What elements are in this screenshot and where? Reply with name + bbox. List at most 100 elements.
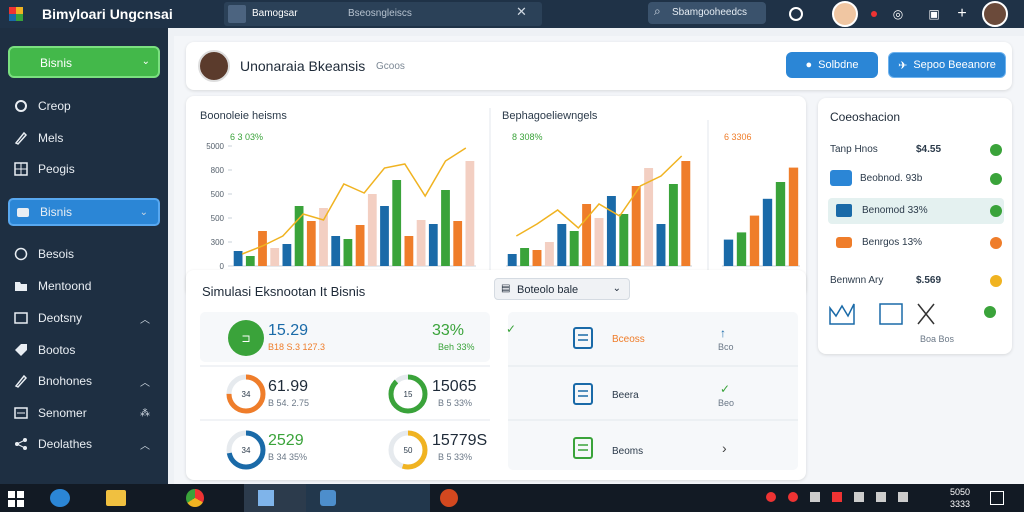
- close-tab-icon[interactable]: ✕: [516, 4, 527, 19]
- sim-gauge-2b-arc: [388, 374, 428, 414]
- sim-right-label-2: Beera: [612, 390, 639, 401]
- sim-gauge-3b-arc: [388, 430, 428, 470]
- chart1-bar: [441, 190, 450, 266]
- chart1-bar: [404, 236, 414, 266]
- chart1-y-tick: 0: [220, 262, 225, 271]
- chart2-bar: [582, 204, 592, 266]
- folder-icon[interactable]: [106, 490, 126, 506]
- tag-icon: [15, 344, 27, 356]
- status-check-icon: [990, 173, 1002, 185]
- charts-canvas: 500080050050030000306B033006030603060006…: [206, 108, 800, 284]
- chart2-trend-line: [515, 155, 683, 237]
- share-icon: [15, 438, 27, 450]
- sim-right-mark-2[interactable]: ✓: [720, 382, 731, 396]
- sim-right-sub-2: Beo: [718, 398, 735, 408]
- chart1-y-tick: 800: [211, 166, 225, 175]
- chart3-legend: 6 3306: [724, 132, 752, 142]
- sim-right-mark-1[interactable]: ↑: [720, 326, 726, 340]
- sim-row-3-value: 2529: [268, 432, 304, 449]
- sim-right-sub-1: Bco: [718, 342, 734, 352]
- chevron-up-icon: ︿: [140, 314, 150, 326]
- chart2-bar: [569, 231, 579, 266]
- chevron-up-icon: ︿: [140, 440, 150, 452]
- check-icon: ✓: [506, 322, 517, 336]
- chart3-bar: [762, 198, 773, 266]
- sidebar-item-creop[interactable]: Creop: [8, 92, 160, 120]
- tab-icon: [228, 5, 246, 23]
- browser-icon[interactable]: [50, 489, 70, 507]
- sim-right-mark-3[interactable]: ›: [722, 440, 727, 456]
- chart1-bar: [258, 231, 267, 266]
- bell-icon[interactable]: ◎: [892, 7, 904, 21]
- chart1-bar: [331, 236, 341, 266]
- simulation-dropdown[interactable]: ▤ Boteolo bale ⌄: [494, 278, 630, 300]
- taskbar-app[interactable]: [440, 489, 458, 507]
- chart3-bar: [788, 167, 799, 266]
- panel-row[interactable]: Beobnod. 93b: [828, 166, 1004, 192]
- sim-gauge-2a-arc: [226, 374, 266, 414]
- main-content: Unonaraia Bkeansis Gcoos ● Solbdne ✈ Sepoo…: [174, 36, 1024, 484]
- sim-row-2-pct: 15065: [432, 378, 477, 395]
- chart1-y-tick: 5000: [206, 142, 224, 151]
- tab-bar[interactable]: Bamogsar Bseosngleiscs ✕: [224, 2, 542, 26]
- sidebar-item-bootos[interactable]: Bootos: [8, 336, 160, 364]
- edit-icon: [14, 374, 28, 388]
- start-icon[interactable]: [8, 491, 24, 507]
- primary-button[interactable]: ● Solbdne: [786, 52, 878, 78]
- sim-row-1-pct-sub: Beh 33%: [438, 342, 475, 352]
- sim-row-3-pct: 15779S: [432, 432, 488, 449]
- chart2-bar: [557, 224, 567, 266]
- alert-icon[interactable]: [864, 4, 884, 24]
- bookmark-icon[interactable]: ▣: [928, 7, 940, 21]
- sidebar-item-deolathes[interactable]: Deolathes ︿: [8, 430, 160, 458]
- chart2-bar: [644, 168, 654, 266]
- sidebar-item-besois[interactable]: Besois: [8, 240, 160, 268]
- sidebar-item-bnohones[interactable]: Bnohones ︿: [8, 367, 160, 395]
- document-icon: [573, 327, 593, 349]
- secondary-button[interactable]: ✈ Sepoo Beeanore: [888, 52, 1006, 78]
- chrome-icon[interactable]: [186, 489, 204, 507]
- profile-avatar[interactable]: [982, 1, 1008, 27]
- sidebar-item-deotsny[interactable]: Deotsny ︿: [8, 304, 160, 332]
- panel-title: Coeoshacion: [830, 110, 901, 124]
- sim-right-label-1: Bceoss: [612, 334, 645, 345]
- status-check-icon: [990, 144, 1002, 156]
- sim-right-label-3: Beoms: [612, 446, 644, 457]
- sidebar-item-peogis[interactable]: Peogis: [8, 155, 160, 183]
- panel-row[interactable]: Tanp Hnos $4.55: [828, 138, 1004, 162]
- sidebar-top-button[interactable]: Bisnis ⌄: [8, 46, 160, 78]
- chart2-bar: [619, 214, 629, 266]
- search-input[interactable]: ⌕ Sbamgooheedcs: [648, 2, 766, 24]
- sidebar-item-senomer[interactable]: Senomer ⁂: [8, 399, 160, 427]
- app-title: Bimyloari Ungcnsai: [42, 6, 173, 22]
- sidebar-item-bisnis[interactable]: Bisnis ⌄: [8, 198, 160, 226]
- chart2-bar: [656, 224, 666, 266]
- chart1-trend-line: [241, 147, 467, 255]
- chart2-bar: [681, 161, 691, 266]
- chart1-bar: [306, 221, 316, 266]
- taskbar-app-active[interactable]: [244, 484, 306, 512]
- briefcase-icon: [17, 208, 29, 217]
- pen-icon: [14, 131, 28, 145]
- top-bar: Bimyloari Ungcnsai Bamogsar Bseosngleisc…: [0, 0, 1024, 28]
- chevron-down-icon: ⌄: [612, 283, 621, 294]
- taskbar-app-active-2[interactable]: [306, 484, 430, 512]
- page-title: Unonaraia Bkeansis: [240, 58, 366, 74]
- panel-row[interactable]: Benwnn Ary $.569: [828, 270, 1004, 294]
- notification-icon[interactable]: [786, 4, 806, 24]
- sidebar-item-mentoond[interactable]: Mentoond: [8, 272, 160, 300]
- user-avatar[interactable]: [832, 1, 858, 27]
- chart1-y-tick: 500: [211, 214, 225, 223]
- panel-row-selected[interactable]: Benomod 33%: [828, 198, 1004, 224]
- panel-row[interactable]: Benrgos 13%: [828, 230, 1004, 256]
- folder-icon: [15, 282, 27, 291]
- sim-row-1-pct: 33%: [432, 322, 465, 339]
- notifications-icon[interactable]: [990, 491, 1004, 505]
- chart1-bar: [416, 220, 426, 266]
- add-icon[interactable]: +: [957, 5, 967, 22]
- chart2-bar: [594, 218, 604, 266]
- sim-gauge-2b-label: 15: [404, 390, 413, 399]
- charts-card: Boonoleie heisms 6 3 03% Bephagoeliewnge…: [186, 96, 806, 296]
- sidebar-item-mels[interactable]: Mels: [8, 124, 160, 152]
- address-field[interactable]: Bseosngleiscs: [348, 8, 412, 19]
